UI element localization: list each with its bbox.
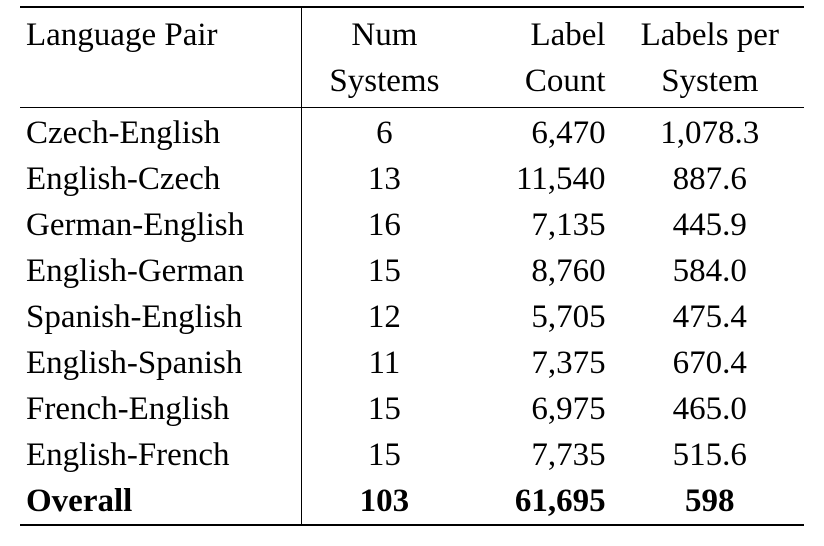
cell-num-systems: 15 xyxy=(367,253,401,289)
cell-overall-label: Overall xyxy=(20,478,303,525)
cell-labels-per-system: 887.6 xyxy=(672,161,747,197)
cell-label-count: 6,975 xyxy=(531,391,606,427)
cell-num-systems: 13 xyxy=(367,161,401,197)
cell-label-count: 7,135 xyxy=(531,207,606,243)
cell-overall-label-count: 61,695 xyxy=(514,483,606,519)
cell-language-pair: French-English xyxy=(20,386,303,432)
cell-language-pair: Czech-English xyxy=(20,107,303,156)
cell-labels-per-system: 445.9 xyxy=(672,207,747,243)
cell-language-pair: English-French xyxy=(20,432,303,478)
header-labels-per-system: Labels per System xyxy=(640,17,779,99)
cell-num-systems: 15 xyxy=(367,437,401,473)
table-row: English-French 15 7,735 515.6 xyxy=(20,432,804,478)
table-row: English-Spanish 11 7,375 670.4 xyxy=(20,340,804,386)
cell-label-count: 6,470 xyxy=(531,115,606,151)
cell-label-count: 7,735 xyxy=(531,437,606,473)
cell-language-pair: Spanish-English xyxy=(20,294,303,340)
cell-num-systems: 15 xyxy=(367,391,401,427)
cell-label-count: 11,540 xyxy=(516,161,606,197)
cell-num-systems: 12 xyxy=(367,299,401,335)
cell-labels-per-system: 475.4 xyxy=(672,299,747,335)
header-label-count: Label Count xyxy=(524,17,606,99)
results-table-container: Language Pair Num Systems Label Count La… xyxy=(20,6,804,526)
language-pair-label-table: Language Pair Num Systems Label Count La… xyxy=(20,6,804,526)
cell-overall-labels-per-system: 598 xyxy=(685,483,735,519)
cell-label-count: 5,705 xyxy=(531,299,606,335)
table-row: English-German 15 8,760 584.0 xyxy=(20,248,804,294)
cell-label-count: 7,375 xyxy=(531,345,606,381)
cell-language-pair: English-Spanish xyxy=(20,340,303,386)
cell-labels-per-system: 465.0 xyxy=(672,391,747,427)
cell-num-systems: 16 xyxy=(367,207,401,243)
cell-num-systems: 6 xyxy=(376,115,393,151)
cell-overall-num-systems: 103 xyxy=(359,483,410,519)
table-row-overall: Overall 103 61,695 598 xyxy=(20,478,804,525)
cell-labels-per-system: 670.4 xyxy=(672,345,747,381)
table-header-row: Language Pair Num Systems Label Count La… xyxy=(20,7,804,108)
cell-labels-per-system: 515.6 xyxy=(672,437,747,473)
cell-label-count: 8,760 xyxy=(531,253,606,289)
table-row: English-Czech 13 11,540 887.6 xyxy=(20,156,804,202)
table-row: French-English 15 6,975 465.0 xyxy=(20,386,804,432)
cell-labels-per-system: 584.0 xyxy=(672,253,747,289)
cell-language-pair: English-German xyxy=(20,248,303,294)
table-row: Czech-English 6 6,470 1,078.3 xyxy=(20,107,804,156)
header-language-pair: Language Pair xyxy=(20,7,303,108)
cell-labels-per-system: 1,078.3 xyxy=(660,115,760,151)
table-row: German-English 16 7,135 445.9 xyxy=(20,202,804,248)
table-row: Spanish-English 12 5,705 475.4 xyxy=(20,294,804,340)
cell-language-pair: German-English xyxy=(20,202,303,248)
header-num-systems: Num Systems xyxy=(329,17,440,99)
cell-num-systems: 11 xyxy=(368,345,401,381)
cell-language-pair: English-Czech xyxy=(20,156,303,202)
